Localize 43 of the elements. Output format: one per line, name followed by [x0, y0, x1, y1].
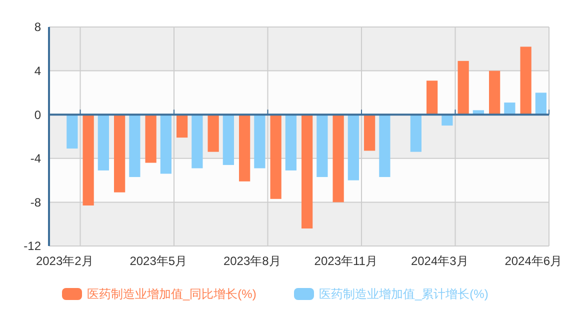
x-tick-label: 2023年11月: [314, 254, 378, 268]
bar: [254, 114, 266, 168]
y-tick-label: -12: [24, 239, 42, 254]
bar: [348, 114, 359, 180]
bar: [364, 114, 376, 151]
bar: [504, 102, 516, 115]
x-tick-label: 2023年8月: [223, 254, 281, 268]
bar: [66, 114, 78, 149]
bar: [535, 92, 546, 115]
bar: [302, 114, 313, 228]
bar: [208, 114, 219, 152]
x-tick-label: 2024年3月: [410, 254, 468, 268]
bar: [442, 114, 453, 126]
bar: [285, 114, 296, 170]
y-tick-label: 0: [34, 108, 42, 122]
legend-label: 医药制造业增加值_累计增长(%): [319, 287, 488, 302]
x-tick-label: 2024年6月: [504, 254, 562, 268]
y-tick-label: -4: [30, 152, 42, 166]
bar: [270, 114, 282, 199]
bar: [114, 114, 126, 192]
bar: [176, 114, 188, 138]
bar: [145, 114, 156, 163]
y-tick-label: 4: [34, 64, 42, 78]
bar: [458, 60, 469, 115]
bar: [192, 114, 203, 168]
bar: [379, 114, 390, 178]
bar: [316, 114, 328, 178]
bar: [222, 114, 234, 165]
bar: [520, 46, 532, 115]
bar: [129, 114, 140, 178]
x-tick-label: 2023年2月: [36, 254, 94, 268]
bar: [332, 114, 344, 202]
bar: [489, 70, 500, 115]
legend-label: 医药制造业增加值_同比增长(%): [87, 287, 256, 302]
x-tick-label: 2023年5月: [130, 254, 188, 268]
bar: [82, 114, 94, 206]
y-tick-label: -8: [30, 195, 42, 210]
bar: [426, 80, 438, 115]
bar: [410, 114, 422, 152]
y-tick-label: 8: [34, 20, 42, 34]
bar: [98, 114, 109, 170]
bar: [160, 114, 172, 174]
bar: [239, 114, 250, 182]
